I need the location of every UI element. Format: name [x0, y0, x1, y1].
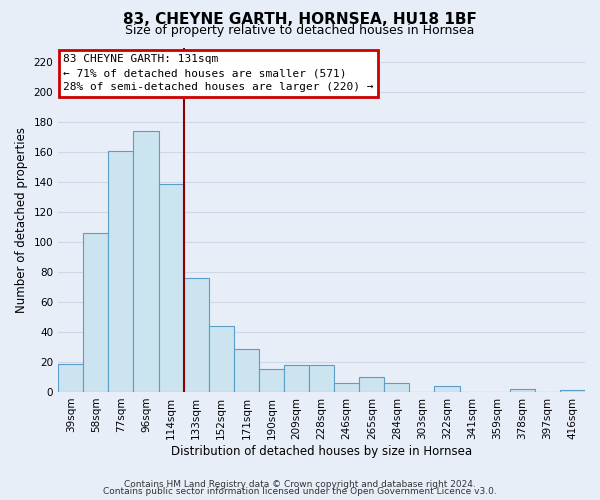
Bar [385, 383, 409, 392]
Bar [109, 151, 133, 392]
Bar [158, 184, 184, 392]
Bar [334, 383, 359, 392]
Bar [309, 365, 334, 392]
Bar [209, 326, 234, 392]
Bar [259, 370, 284, 392]
Text: Size of property relative to detached houses in Hornsea: Size of property relative to detached ho… [125, 24, 475, 37]
Bar [359, 377, 385, 392]
Text: 83, CHEYNE GARTH, HORNSEA, HU18 1BF: 83, CHEYNE GARTH, HORNSEA, HU18 1BF [123, 12, 477, 28]
Bar [434, 386, 460, 392]
Y-axis label: Number of detached properties: Number of detached properties [15, 126, 28, 312]
Text: Contains HM Land Registry data © Crown copyright and database right 2024.: Contains HM Land Registry data © Crown c… [124, 480, 476, 489]
Bar [184, 278, 209, 392]
Bar [560, 390, 585, 392]
Bar [83, 233, 109, 392]
Bar [234, 348, 259, 392]
Text: 83 CHEYNE GARTH: 131sqm
← 71% of detached houses are smaller (571)
28% of semi-d: 83 CHEYNE GARTH: 131sqm ← 71% of detache… [64, 54, 374, 92]
Bar [58, 364, 83, 392]
Bar [284, 365, 309, 392]
X-axis label: Distribution of detached houses by size in Hornsea: Distribution of detached houses by size … [171, 444, 472, 458]
Bar [510, 389, 535, 392]
Bar [133, 132, 158, 392]
Text: Contains public sector information licensed under the Open Government Licence v3: Contains public sector information licen… [103, 487, 497, 496]
